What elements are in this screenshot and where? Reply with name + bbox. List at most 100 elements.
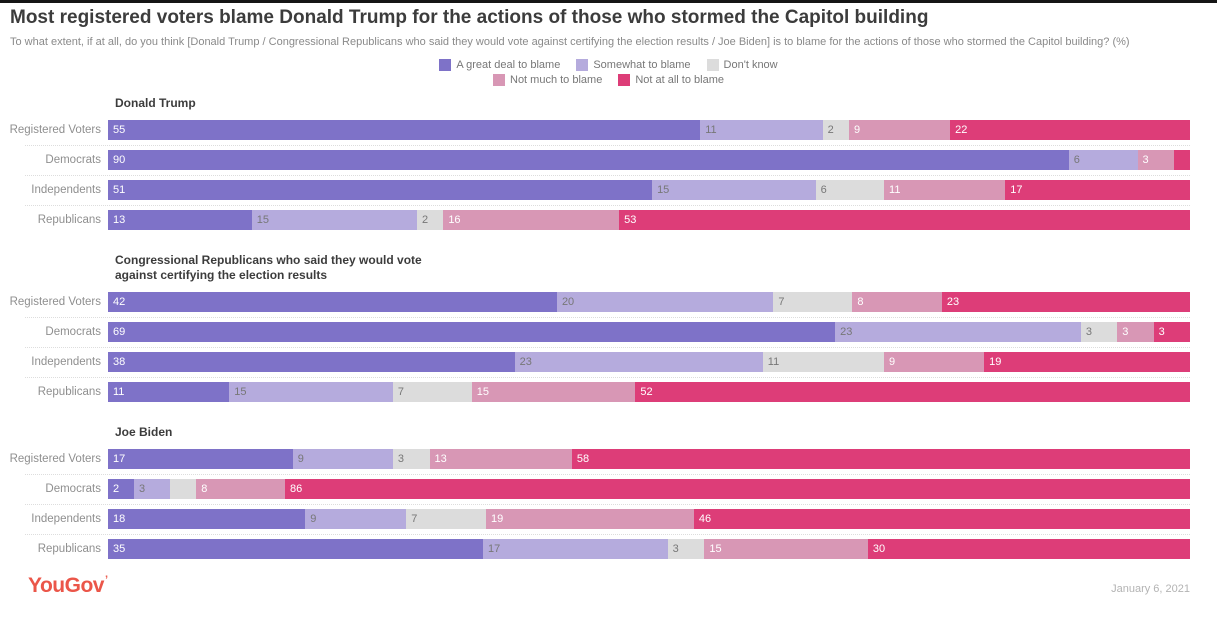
chart-subtitle: To what extent, if at all, do you think … — [10, 36, 1130, 48]
bar-row: Democrats 69 23 3 3 3 — [0, 318, 1217, 347]
row-separator — [25, 473, 1190, 475]
legend-swatch-icon — [618, 73, 631, 86]
chart-group-joe-biden: Joe Biden Registered Voters 17 9 3 13 58 Democr… — [0, 425, 1217, 564]
bar-segment-not-much-to-blame: 19 — [486, 509, 694, 529]
bar-segment-don-t-know: 3 — [1080, 322, 1118, 342]
row-separator — [25, 533, 1190, 535]
row-separator — [25, 204, 1190, 206]
legend-item-a-great-deal-to-blame: A great deal to blame — [439, 58, 561, 71]
legend-label: Somewhat to blame — [593, 58, 691, 71]
bar-segment-not-much-to-blame: 8 — [852, 292, 942, 312]
bar-segment-somewhat-to-blame: 23 — [835, 322, 1081, 342]
bar-segment-not-much-to-blame: 9 — [849, 120, 951, 140]
bar-segment-don-t-know: 7 — [406, 509, 487, 529]
row-label: Registered Voters — [9, 296, 101, 308]
bar-segment-not-at-all-to-blame: 52 — [635, 382, 1190, 402]
stacked-bar: 17 9 3 13 58 — [108, 449, 1190, 469]
bar-segment-don-t-know: 7 — [392, 382, 472, 402]
yougov-logo: YouGov’ — [28, 574, 108, 598]
bar-segment-somewhat-to-blame: 9 — [292, 449, 393, 469]
bar-segment-don-t-know: 3 — [667, 539, 705, 559]
legend-label: Not much to blame — [510, 73, 603, 86]
legend-row: Not much to blame Not at all to blame — [493, 73, 724, 86]
legend-swatch-icon — [439, 58, 452, 71]
bar-segment-not-much-to-blame: 15 — [704, 539, 868, 559]
row-label: Independents — [31, 184, 101, 196]
bar-segment-not-much-to-blame: 9 — [884, 352, 985, 372]
row-separator — [25, 346, 1190, 348]
bar-segment-not-at-all-to-blame: 58 — [571, 449, 1190, 469]
legend-label: A great deal to blame — [456, 58, 561, 71]
legend-item-somewhat-to-blame: Somewhat to blame — [576, 58, 691, 71]
row-label: Republicans — [37, 214, 101, 226]
bar-segment-a-great-deal-to-blame: 17 — [108, 449, 293, 469]
bar-segment-somewhat-to-blame: 15 — [652, 180, 816, 200]
stacked-bar: 38 23 11 9 19 — [108, 352, 1190, 372]
row-separator — [25, 174, 1190, 176]
chart-group-donald-trump: Donald Trump Registered Voters 55 11 2 9 22 Dem… — [0, 96, 1217, 235]
bar-segment-somewhat-to-blame: 15 — [251, 210, 417, 230]
bar-row: Independents 18 9 7 19 46 — [0, 505, 1217, 534]
row-label: Registered Voters — [9, 124, 101, 136]
bar-row: Republicans 13 15 2 16 53 — [0, 206, 1217, 235]
bar-segment-a-great-deal-to-blame: 13 — [108, 210, 252, 230]
bar-segment-somewhat-to-blame: 17 — [482, 539, 668, 559]
bar-segment-don-t-know — [170, 479, 197, 499]
bar-row: Independents 51 15 6 11 17 — [0, 176, 1217, 205]
bar-segment-don-t-know: 2 — [822, 120, 850, 140]
bar-segment-somewhat-to-blame: 20 — [556, 292, 774, 312]
stacked-bar: 42 20 7 8 23 — [108, 292, 1190, 312]
bar-segment-don-t-know: 3 — [392, 449, 430, 469]
bar-segment-somewhat-to-blame: 23 — [514, 352, 763, 372]
legend-item-not-at-all-to-blame: Not at all to blame — [618, 73, 724, 86]
yougov-logo-text: YouGov — [28, 573, 104, 597]
bar-segment-not-much-to-blame: 3 — [1137, 150, 1175, 170]
bar-row: Registered Voters 55 11 2 9 22 — [0, 116, 1217, 145]
bar-segment-not-at-all-to-blame — [1174, 150, 1190, 170]
row-separator — [25, 316, 1190, 318]
bar-segment-a-great-deal-to-blame: 42 — [108, 292, 557, 312]
stacked-bar: 51 15 6 11 17 — [108, 180, 1190, 200]
bar-segment-a-great-deal-to-blame: 38 — [108, 352, 515, 372]
bar-segment-not-at-all-to-blame: 23 — [941, 292, 1190, 312]
row-separator — [25, 144, 1190, 146]
bar-segment-not-much-to-blame: 3 — [1117, 322, 1154, 342]
bar-segment-not-at-all-to-blame: 19 — [984, 352, 1190, 372]
row-label: Democrats — [45, 154, 101, 166]
bar-segment-a-great-deal-to-blame: 55 — [108, 120, 701, 140]
row-label: Republicans — [37, 386, 101, 398]
group-heading: Joe Biden — [115, 424, 173, 439]
bar-segment-not-at-all-to-blame: 46 — [693, 509, 1190, 529]
bar-segment-a-great-deal-to-blame: 35 — [108, 539, 483, 559]
stacked-bar: 35 17 3 15 30 — [108, 539, 1190, 559]
footer: YouGov’ January 6, 2021 — [28, 574, 1190, 598]
bar-row: Registered Voters 17 9 3 13 58 — [0, 445, 1217, 474]
bar-row: Republicans 11 15 7 15 52 — [0, 378, 1217, 407]
bar-segment-not-much-to-blame: 13 — [429, 449, 572, 469]
stacked-bar: 69 23 3 3 3 — [108, 322, 1190, 342]
row-label: Democrats — [45, 483, 101, 495]
chart: Donald Trump Registered Voters 55 11 2 9 22 Dem… — [0, 96, 1217, 564]
legend: A great deal to blame Somewhat to blame Do… — [0, 58, 1217, 86]
bar-segment-a-great-deal-to-blame: 11 — [108, 382, 230, 402]
bar-segment-not-at-all-to-blame: 22 — [950, 120, 1190, 140]
bar-segment-somewhat-to-blame: 6 — [1068, 150, 1138, 170]
legend-item-not-much-to-blame: Not much to blame — [493, 73, 603, 86]
row-label: Republicans — [37, 543, 101, 555]
bar-segment-a-great-deal-to-blame: 18 — [108, 509, 306, 529]
stacked-bar: 13 15 2 16 53 — [108, 210, 1191, 230]
bar-segment-a-great-deal-to-blame: 69 — [108, 322, 836, 342]
bar-segment-a-great-deal-to-blame: 2 — [108, 479, 134, 499]
bar-segment-not-much-to-blame: 8 — [196, 479, 285, 499]
page-title: Most registered voters blame Donald Trum… — [10, 7, 929, 28]
row-label: Democrats — [45, 326, 101, 338]
stacked-bar: 55 11 2 9 22 — [108, 120, 1190, 140]
legend-row: A great deal to blame Somewhat to blame Do… — [439, 58, 778, 71]
bar-segment-somewhat-to-blame: 9 — [305, 509, 407, 529]
bar-row: Democrats 2 3 8 86 — [0, 475, 1217, 504]
bar-segment-not-at-all-to-blame: 17 — [1005, 180, 1190, 200]
bar-segment-not-at-all-to-blame: 3 — [1153, 322, 1190, 342]
bar-segment-don-t-know: 6 — [815, 180, 885, 200]
chart-group-congressional-republicans-who-: Congressional Republicans who said they … — [0, 253, 1217, 407]
bar-segment-not-at-all-to-blame: 86 — [284, 479, 1190, 499]
